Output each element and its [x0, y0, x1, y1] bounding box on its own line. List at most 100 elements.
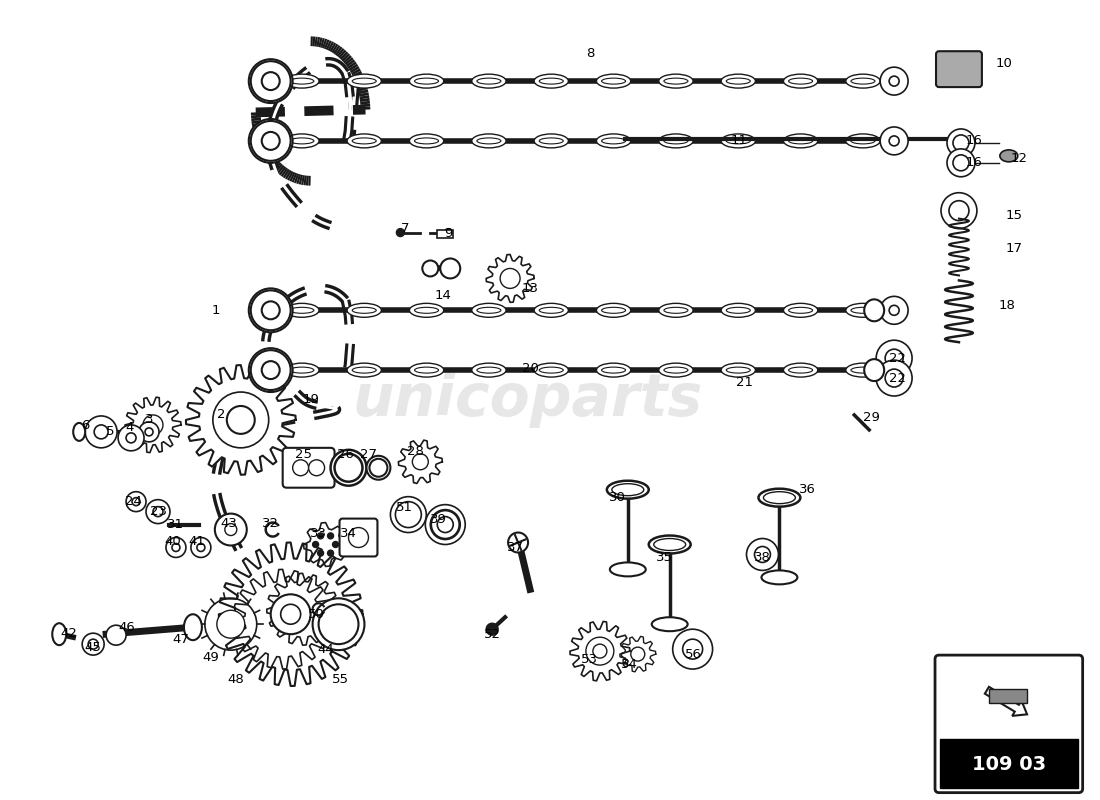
Text: 51: 51	[396, 501, 412, 514]
Circle shape	[396, 229, 405, 237]
Circle shape	[328, 533, 333, 539]
Circle shape	[318, 550, 323, 556]
Ellipse shape	[722, 363, 756, 377]
Circle shape	[500, 269, 520, 288]
Text: 16: 16	[966, 134, 982, 147]
Ellipse shape	[846, 303, 880, 318]
Circle shape	[126, 433, 136, 443]
Text: 36: 36	[799, 483, 816, 496]
Circle shape	[251, 121, 290, 161]
Circle shape	[683, 639, 703, 659]
Circle shape	[213, 392, 268, 448]
Circle shape	[266, 306, 275, 314]
Polygon shape	[219, 542, 363, 686]
Circle shape	[366, 456, 390, 480]
Text: 29: 29	[862, 411, 880, 425]
Text: 46: 46	[119, 621, 135, 634]
Bar	[438, 230, 453, 238]
Circle shape	[266, 137, 275, 146]
Circle shape	[328, 550, 333, 556]
Bar	[989, 690, 1026, 703]
Circle shape	[431, 510, 459, 538]
Text: 56: 56	[685, 648, 702, 661]
Circle shape	[172, 543, 180, 551]
FancyBboxPatch shape	[935, 655, 1082, 793]
Circle shape	[146, 500, 170, 523]
Ellipse shape	[783, 363, 817, 377]
Ellipse shape	[409, 134, 443, 148]
Circle shape	[593, 644, 607, 658]
Text: 9: 9	[444, 227, 452, 240]
Text: 2: 2	[217, 409, 226, 422]
Text: 37: 37	[507, 541, 524, 554]
Text: 52: 52	[484, 628, 500, 641]
Circle shape	[153, 506, 163, 517]
Circle shape	[227, 406, 255, 434]
Circle shape	[586, 637, 614, 665]
Ellipse shape	[472, 363, 506, 377]
Circle shape	[673, 630, 713, 669]
Ellipse shape	[409, 74, 443, 88]
Ellipse shape	[285, 303, 319, 318]
Circle shape	[106, 626, 127, 645]
Circle shape	[877, 340, 912, 376]
Circle shape	[889, 76, 899, 86]
Circle shape	[251, 290, 290, 330]
Circle shape	[318, 533, 323, 539]
Ellipse shape	[659, 74, 693, 88]
Text: 10: 10	[996, 57, 1012, 70]
Circle shape	[889, 365, 899, 375]
Polygon shape	[570, 622, 630, 681]
Ellipse shape	[649, 535, 691, 554]
Circle shape	[249, 119, 293, 163]
Circle shape	[334, 454, 363, 482]
Ellipse shape	[846, 74, 880, 88]
Circle shape	[486, 623, 498, 635]
Circle shape	[82, 633, 104, 655]
Ellipse shape	[472, 134, 506, 148]
Ellipse shape	[472, 74, 506, 88]
Circle shape	[889, 306, 899, 315]
Ellipse shape	[535, 134, 569, 148]
Ellipse shape	[783, 134, 817, 148]
Circle shape	[412, 454, 428, 470]
Text: 55: 55	[332, 673, 349, 686]
Circle shape	[312, 542, 319, 547]
Circle shape	[139, 422, 159, 442]
Circle shape	[85, 416, 117, 448]
Bar	[940, 739, 1078, 788]
Circle shape	[309, 460, 324, 476]
Polygon shape	[304, 522, 348, 566]
Circle shape	[880, 127, 909, 155]
Circle shape	[947, 129, 975, 157]
FancyBboxPatch shape	[936, 51, 982, 87]
Text: 28: 28	[407, 446, 424, 458]
Circle shape	[880, 356, 909, 384]
Ellipse shape	[348, 74, 382, 88]
Ellipse shape	[596, 134, 630, 148]
Circle shape	[438, 517, 453, 533]
Circle shape	[880, 67, 909, 95]
Circle shape	[349, 527, 368, 547]
Text: 34: 34	[340, 527, 356, 540]
Text: 40: 40	[165, 535, 182, 548]
Polygon shape	[486, 254, 534, 302]
Text: 8: 8	[585, 46, 594, 60]
Text: 11: 11	[732, 134, 748, 147]
Text: 12: 12	[1010, 152, 1027, 166]
Text: 15: 15	[1005, 209, 1022, 222]
Text: 21: 21	[736, 375, 754, 389]
FancyBboxPatch shape	[283, 448, 334, 488]
Ellipse shape	[409, 303, 443, 318]
Ellipse shape	[409, 363, 443, 377]
Ellipse shape	[285, 134, 319, 148]
Text: 32: 32	[262, 517, 279, 530]
Text: 18: 18	[999, 299, 1015, 312]
Ellipse shape	[722, 134, 756, 148]
Circle shape	[251, 61, 290, 101]
Ellipse shape	[759, 489, 801, 506]
Ellipse shape	[783, 74, 817, 88]
Text: 44: 44	[317, 642, 334, 656]
Circle shape	[940, 193, 977, 229]
Circle shape	[331, 450, 366, 486]
